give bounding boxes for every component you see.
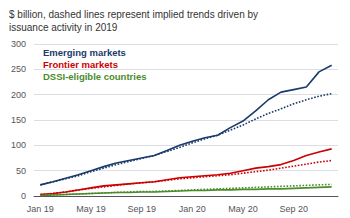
svg-text:50: 50 — [16, 166, 26, 176]
svg-text:issuance activity in 2019: issuance activity in 2019 — [9, 22, 118, 33]
svg-text:Jan 20: Jan 20 — [179, 204, 206, 214]
svg-text:May 20: May 20 — [228, 204, 258, 214]
svg-text:May 19: May 19 — [76, 204, 106, 214]
svg-text:Jan 19: Jan 19 — [27, 204, 54, 214]
svg-text:150: 150 — [11, 115, 26, 125]
svg-text:0: 0 — [21, 191, 26, 201]
svg-text:100: 100 — [11, 140, 26, 150]
svg-text:DSSI-eligible countries: DSSI-eligible countries — [43, 71, 146, 82]
svg-text:Frontier markets: Frontier markets — [43, 59, 118, 70]
svg-text:Sep 20: Sep 20 — [279, 204, 308, 214]
svg-text:$ billion, dashed lines repres: $ billion, dashed lines represent implie… — [9, 9, 258, 20]
svg-text:Emerging markets: Emerging markets — [43, 47, 126, 58]
svg-text:200: 200 — [11, 90, 26, 100]
svg-text:Sep 19: Sep 19 — [127, 204, 156, 214]
svg-text:250: 250 — [11, 64, 26, 74]
svg-text:300: 300 — [11, 39, 26, 49]
